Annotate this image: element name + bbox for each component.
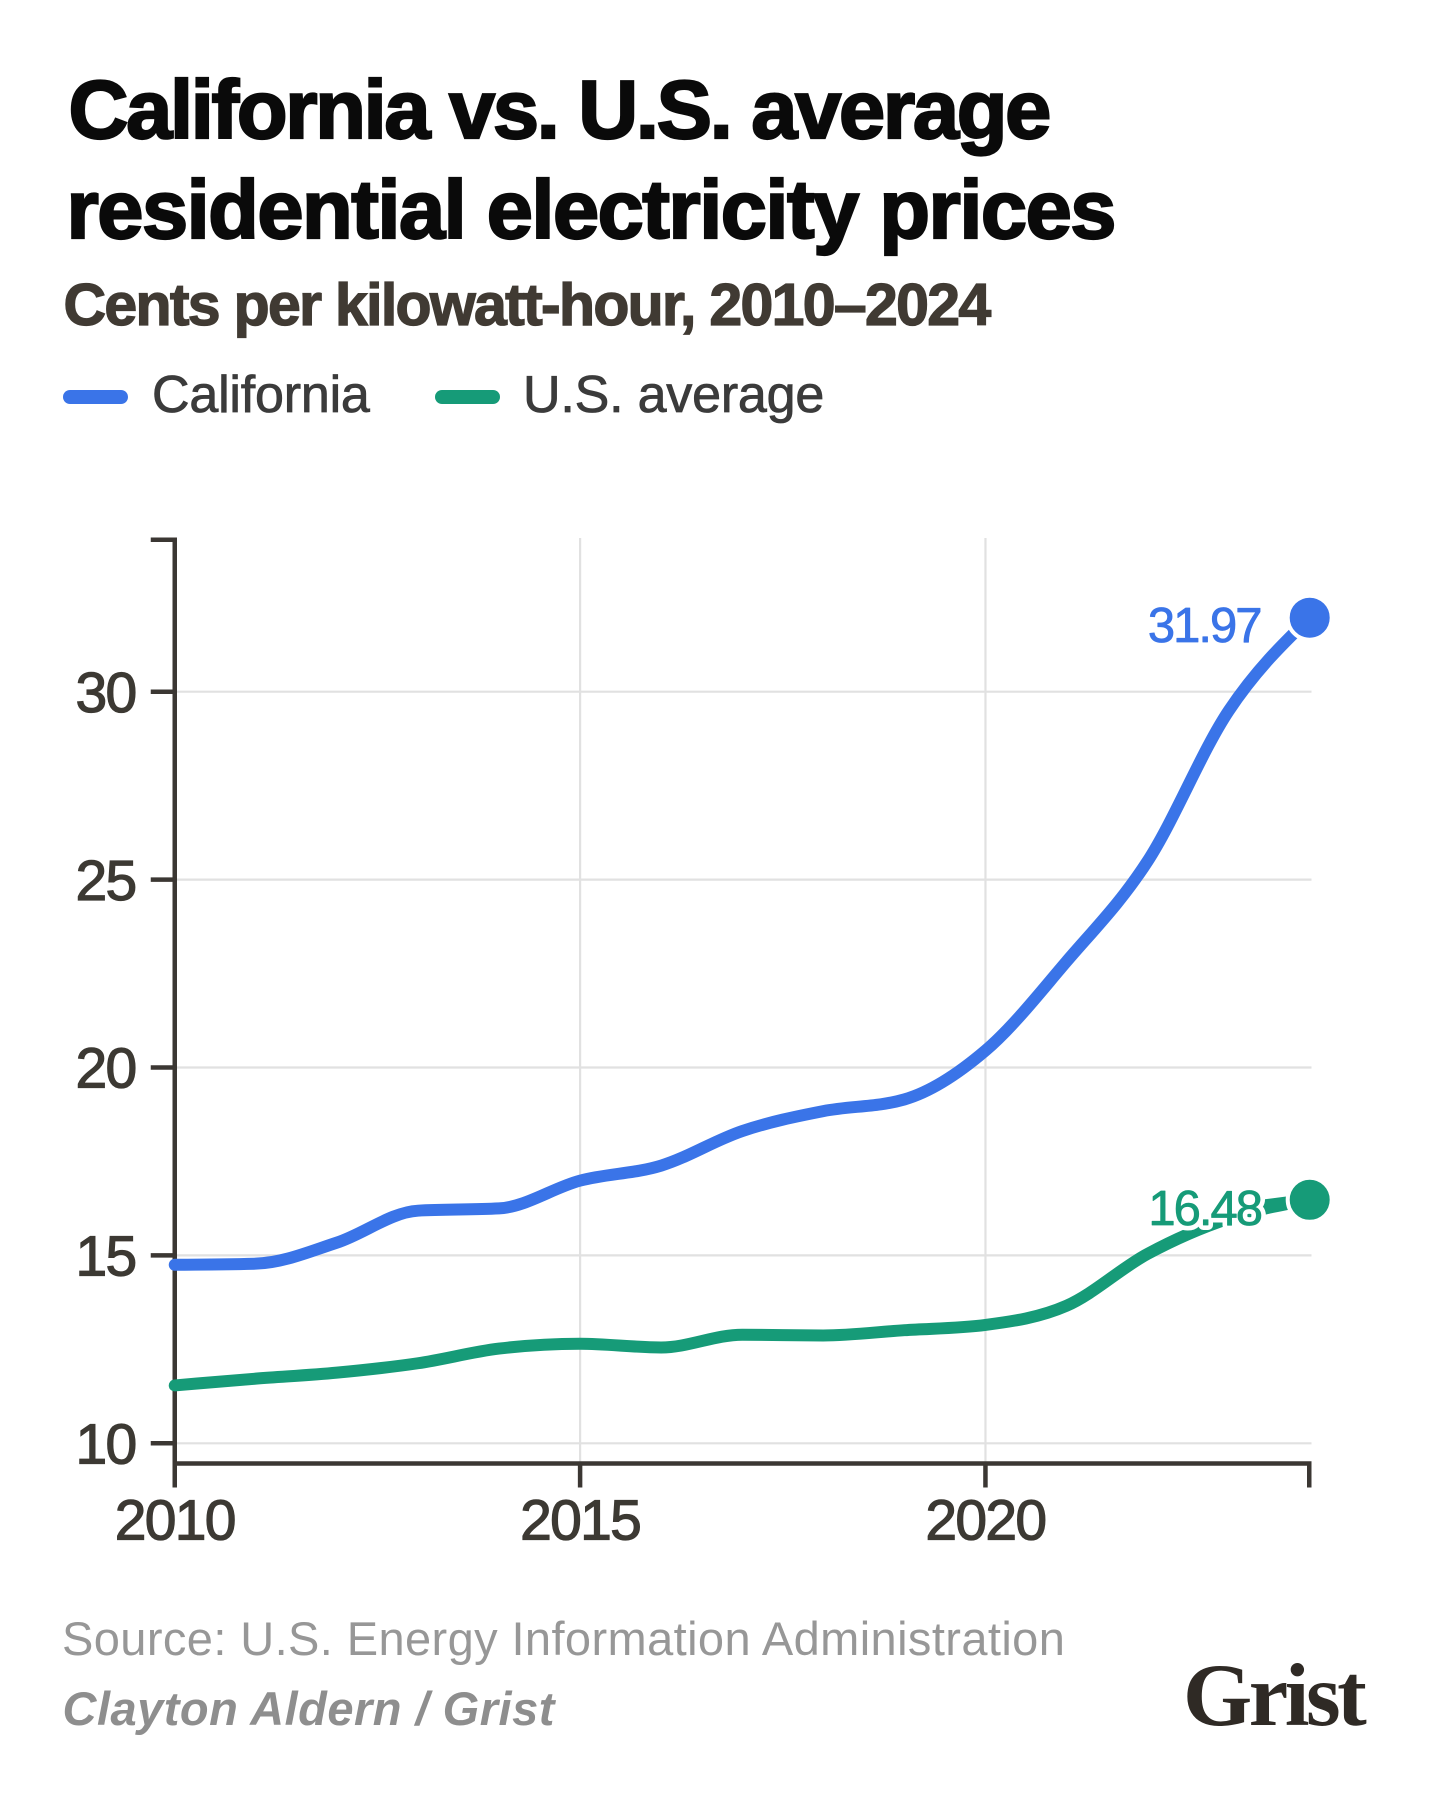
svg-text:31.97: 31.97 [1148,599,1261,653]
svg-text:25: 25 [75,849,135,913]
svg-text:16.48: 16.48 [1148,1182,1261,1236]
svg-text:10: 10 [75,1413,135,1477]
svg-text:30: 30 [75,661,135,725]
svg-text:16.48: 16.48 [1148,1182,1261,1236]
svg-text:15: 15 [75,1225,135,1289]
svg-text:20: 20 [75,1037,135,1101]
svg-text:2015: 2015 [520,1489,640,1553]
svg-text:2010: 2010 [115,1489,235,1553]
svg-text:2020: 2020 [925,1489,1045,1553]
